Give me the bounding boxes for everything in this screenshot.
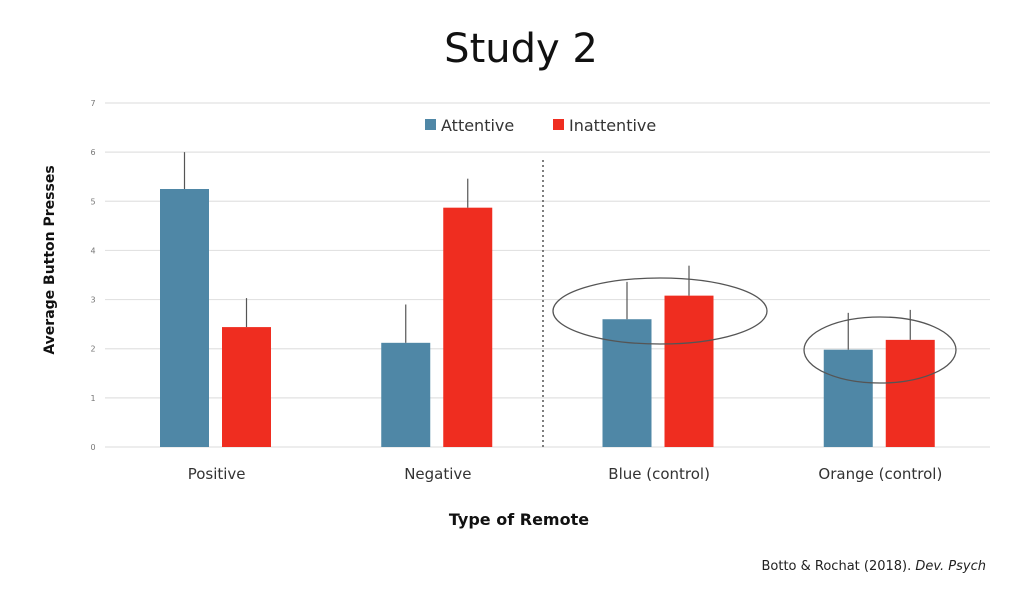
y-tick-label: 4: [90, 246, 95, 255]
x-tick-label: Blue (control): [608, 465, 710, 483]
bar-attentive: [602, 319, 652, 447]
citation-journal: Dev. Psych: [915, 559, 986, 574]
legend-swatch-attentive: [425, 119, 436, 130]
highlight-ellipse-orange: [803, 316, 957, 384]
y-tick-label: 3: [90, 296, 95, 305]
x-tick-label: Negative: [404, 465, 471, 483]
legend-label-attentive: Attentive: [441, 116, 514, 135]
citation: Botto & Rochat (2018). Dev. Psych: [761, 559, 986, 574]
y-tick-label: 6: [90, 148, 95, 157]
y-axis-label: Average Button Presses: [42, 165, 58, 354]
y-tick-label: 5: [90, 197, 95, 206]
bar-attentive: [160, 189, 209, 447]
y-tick-label: 0: [90, 443, 95, 452]
y-tick-label: 1: [90, 394, 95, 403]
bar-inattentive: [664, 295, 714, 447]
bar-attentive: [381, 342, 431, 447]
highlight-ellipse-blue: [552, 277, 768, 345]
chart-title: Study 2: [444, 26, 598, 72]
legend-label-inattentive: Inattentive: [569, 116, 656, 135]
citation-authors: Botto & Rochat (2018).: [761, 559, 915, 574]
x-axis-label: Type of Remote: [449, 510, 589, 529]
bar-inattentive: [222, 327, 271, 447]
legend-swatch-inattentive: [553, 119, 564, 130]
y-tick-label: 7: [90, 99, 95, 108]
x-tick-label: Positive: [188, 465, 246, 483]
bar-inattentive: [443, 207, 493, 447]
y-tick-label: 2: [90, 345, 95, 354]
legend: Attentive Inattentive: [425, 116, 656, 135]
bar-inattentive: [885, 339, 935, 447]
bar-attentive: [823, 349, 873, 447]
x-tick-label: Orange (control): [818, 465, 942, 483]
